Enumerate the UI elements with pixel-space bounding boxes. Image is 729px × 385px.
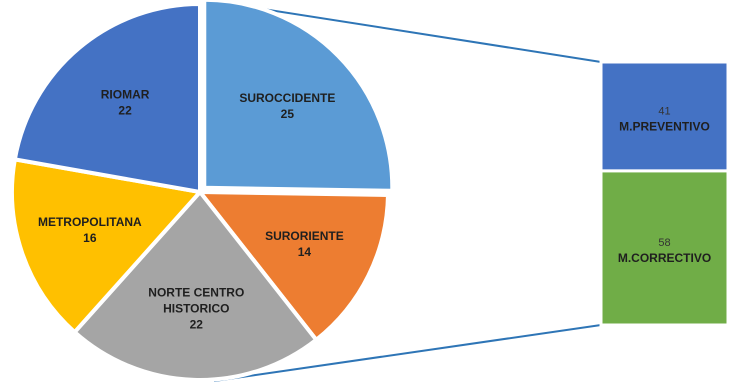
pie-slice-suroccidente xyxy=(202,0,395,193)
pie-slice-suroriente xyxy=(195,189,391,343)
pie-slice-riomar xyxy=(12,1,202,195)
stacked-bar xyxy=(599,60,729,327)
bar-labels: 41 M.PREVENTIVO 58 M.CORRECTIVO xyxy=(618,105,711,265)
pie-label-suroriente: SURORIENTE 14 xyxy=(265,229,344,259)
pie-label-riomar: RIOMAR 22 xyxy=(101,88,150,118)
pie-label-metropolitana: METROPOLITANA 16 xyxy=(38,215,142,245)
bar-value-m-correctivo: 58 xyxy=(658,237,670,249)
bar-label-m-correctivo: M.CORRECTIVO xyxy=(618,251,711,265)
bar-segment-m-correctivo xyxy=(599,169,729,327)
pie-label-suroccidente: SUROCCIDENTE 25 xyxy=(239,91,335,121)
pie xyxy=(10,0,395,382)
pie-labels: SUROCCIDENTE 25 SURORIENTE 14 NORTE CENTRO HI… xyxy=(38,88,344,332)
pie-slice-metropolitana xyxy=(10,157,204,335)
bar-label-m-preventivo: M.PREVENTIVO xyxy=(619,119,710,133)
bar-segment-m-preventivo xyxy=(599,60,729,173)
bar-value-m-preventivo: 41 xyxy=(658,105,670,117)
connector-line-bottom xyxy=(213,324,602,382)
pie-label-norte-centro-historico: NORTE CENTRO HISTORICO 22 xyxy=(148,286,244,332)
pie-slice-norte-centro-historico xyxy=(71,188,320,382)
